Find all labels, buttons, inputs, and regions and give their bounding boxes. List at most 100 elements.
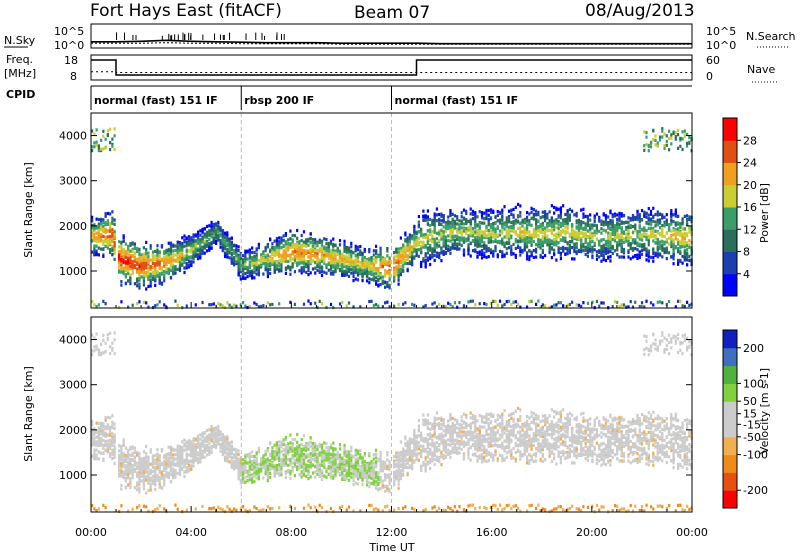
colorbar-swatch: [723, 207, 737, 230]
power-cell: [262, 256, 265, 260]
power-cell: [167, 269, 170, 273]
power-cell: [111, 137, 114, 141]
power-cell: [498, 219, 502, 223]
power-cell: [332, 264, 335, 268]
power-cell: [196, 241, 200, 245]
power-cell: [158, 276, 161, 280]
power-cell: [476, 232, 479, 237]
power-cell: [413, 242, 416, 246]
power-cell: [293, 247, 297, 251]
power-cell: [544, 214, 547, 218]
power-cell: [663, 234, 666, 239]
power-cell: [271, 242, 274, 246]
power-cell: [402, 247, 405, 251]
power-cell: [656, 213, 659, 217]
power-cell: [433, 242, 436, 246]
power-cell: [458, 223, 461, 227]
power-cell: [580, 236, 583, 240]
power-cell: [97, 232, 100, 236]
power-cell: [293, 260, 297, 265]
power-cell: [372, 249, 375, 253]
power-cell: [676, 146, 680, 151]
power-cell: [183, 266, 186, 270]
power-cell: [372, 261, 375, 265]
power-cell: [474, 241, 477, 246]
power-cell: [429, 244, 432, 248]
power-cell: [264, 257, 267, 262]
power-cell: [667, 129, 671, 133]
power-cell: [417, 236, 420, 241]
power-cell: [354, 261, 357, 265]
power-cell: [616, 235, 619, 240]
power-cell: [338, 262, 342, 266]
power-cell: [187, 265, 191, 269]
power-cell: [154, 279, 157, 283]
power-cell: [652, 255, 655, 260]
power-cell: [507, 233, 511, 238]
power-cell: [431, 239, 434, 243]
power-cell: [559, 257, 562, 261]
power-cell: [318, 247, 321, 251]
power-cell: [564, 219, 567, 223]
power-cell: [221, 243, 224, 247]
power-cell: [661, 244, 664, 248]
power-cell: [293, 258, 297, 262]
power-cell: [634, 241, 637, 245]
power-cell: [589, 218, 592, 222]
power-cell: [440, 234, 443, 238]
power-cell: [97, 144, 100, 148]
power-cell: [489, 251, 493, 255]
power-cell: [131, 271, 134, 276]
power-cell: [541, 223, 544, 228]
power-cell: [320, 242, 324, 246]
power-cell: [505, 220, 508, 224]
power-cell: [109, 147, 112, 152]
power-cell: [372, 266, 375, 270]
power-cell: [431, 234, 434, 238]
power-cell: [219, 245, 222, 249]
power-cell: [577, 248, 581, 252]
power-cell: [300, 233, 303, 238]
power-cell: [564, 218, 567, 222]
power-cell: [413, 249, 416, 253]
power-cell: [602, 237, 605, 242]
power-cell: [442, 225, 445, 229]
power-cell: [388, 268, 391, 273]
power-cell: [278, 243, 281, 247]
power-cell: [550, 240, 553, 244]
power-cell: [424, 303, 427, 308]
power-cell: [476, 254, 479, 259]
power-cell: [462, 217, 466, 221]
power-cell: [582, 242, 585, 247]
power-cell: [688, 226, 691, 231]
power-cell: [271, 302, 274, 307]
power-cell: [151, 274, 155, 278]
power-cell: [519, 204, 522, 208]
power-cell: [431, 247, 434, 251]
power-cell: [314, 255, 317, 259]
power-cell: [471, 212, 475, 217]
power-cell: [462, 208, 466, 212]
power-cell: [91, 239, 94, 243]
power-cell: [616, 248, 619, 252]
power-cell: [203, 227, 206, 231]
power-cell: [266, 301, 269, 305]
power-cell: [203, 251, 206, 255]
freq-panel: Freq. [MHz] 18 8 60 0 Nave: [4, 53, 778, 83]
power-cell: [557, 219, 560, 223]
power-cell: [127, 256, 130, 260]
power-cell: [377, 267, 380, 271]
power-cell: [309, 240, 312, 245]
power-cell: [663, 143, 666, 148]
power-cell: [104, 146, 107, 150]
freq-lines: [91, 59, 692, 76]
power-cell: [154, 271, 157, 276]
power-cell: [127, 252, 130, 256]
power-cell: [420, 263, 423, 267]
power-cell: [485, 224, 488, 228]
power-cell: [523, 217, 526, 221]
power-cell: [237, 245, 240, 249]
power-cell: [559, 246, 562, 251]
power-cell: [530, 236, 533, 241]
power-cell: [393, 257, 396, 261]
